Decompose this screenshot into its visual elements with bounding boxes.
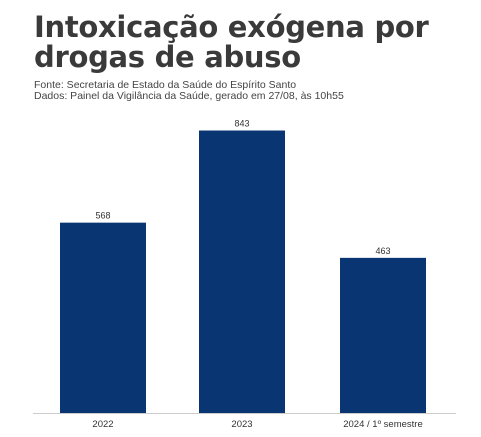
bar-2023 — [199, 130, 285, 414]
chart-title-line-1: Intoxicação exógena por — [34, 10, 429, 44]
chart-title-line-2: drogas de abuso — [34, 40, 301, 74]
x-tick-label-2022: 2022 — [92, 419, 113, 430]
data-label-2023: 843 — [234, 119, 249, 129]
x-tick-label-2023: 2023 — [231, 419, 252, 430]
source-line-2: Dados: Painel da Vigilância da Saúde, ge… — [34, 90, 344, 102]
bar-2022 — [60, 222, 146, 413]
chart-title: Intoxicação exógena por drogas de abuso — [34, 12, 474, 72]
data-label-2022: 568 — [95, 211, 110, 221]
chart-source: Fonte: Secretaria de Estado da Saúde do … — [34, 80, 474, 102]
source-line-1: Fonte: Secretaria de Estado da Saúde do … — [34, 79, 297, 91]
bar-2024 — [340, 257, 426, 413]
data-label-2024: 463 — [375, 246, 390, 256]
x-tick-label-2024: 2024 / 1º semestre — [343, 419, 423, 430]
